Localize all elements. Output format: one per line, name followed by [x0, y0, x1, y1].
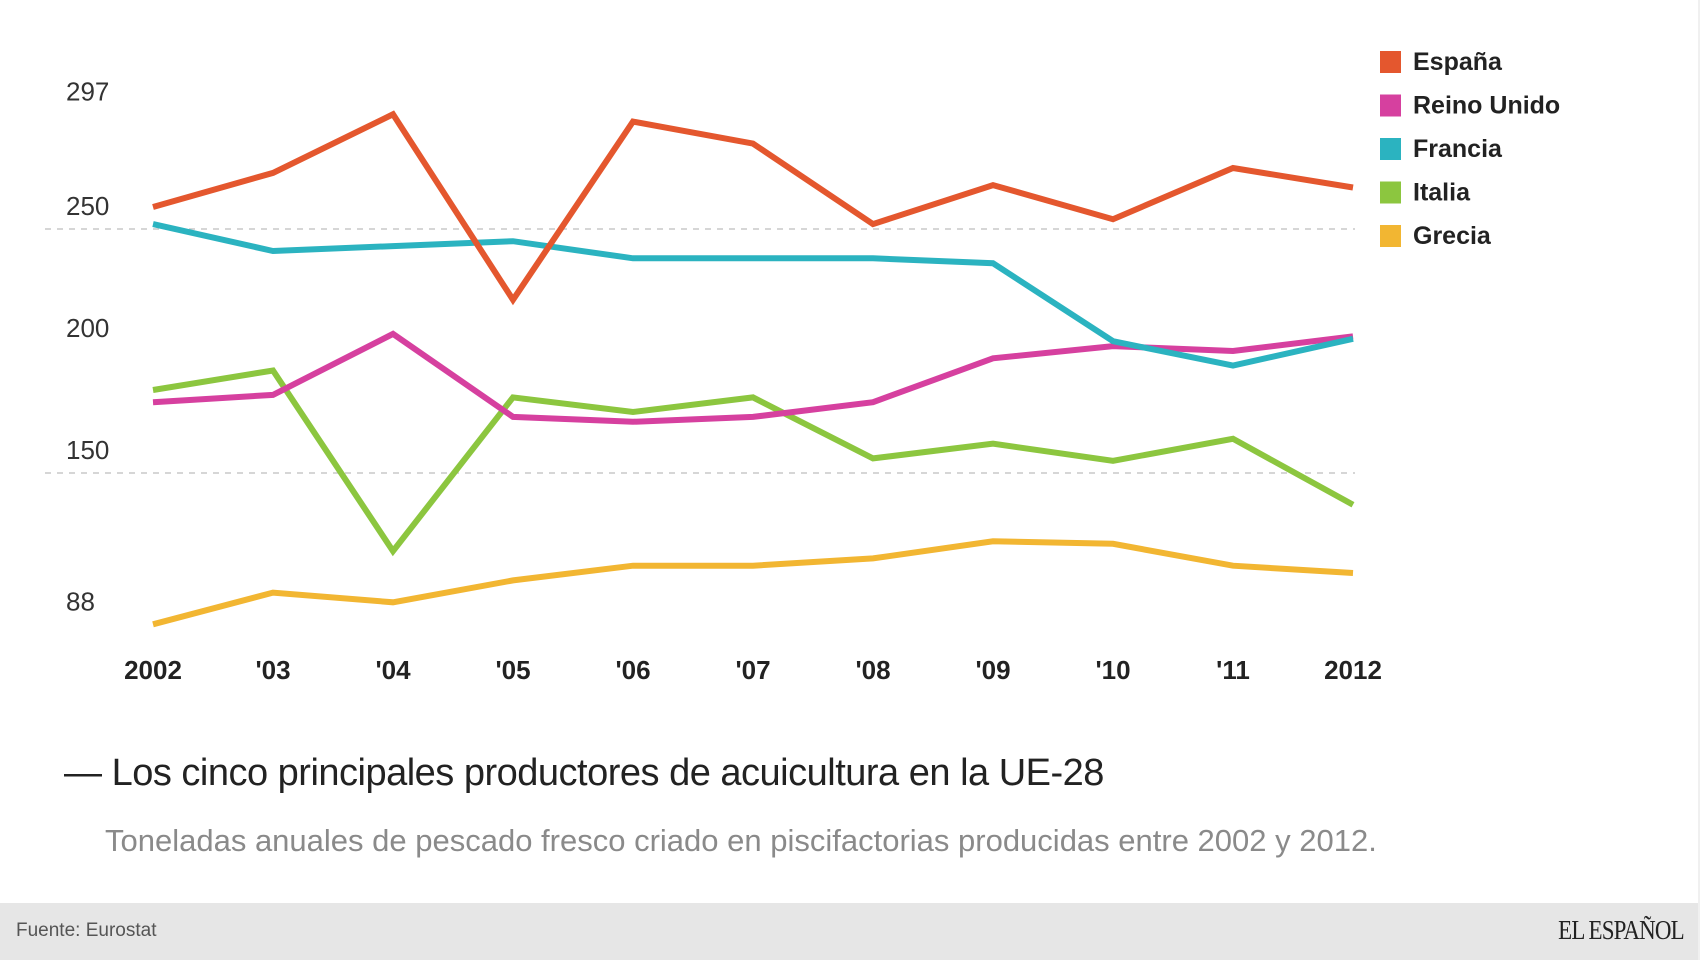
series-line-españa [152, 110, 1354, 306]
x-tick-label: '06 [615, 655, 650, 685]
x-tick-label: '03 [255, 655, 290, 685]
legend-label: Grecia [1413, 222, 1492, 250]
legend-item: Grecia [1380, 222, 1492, 250]
x-tick-label: '08 [855, 655, 890, 685]
legend-label: España [1413, 48, 1503, 76]
y-tick-label: 250 [66, 191, 109, 221]
legend-item: Italia [1380, 179, 1471, 207]
y-tick-label: 88 [66, 586, 95, 616]
line-chart: 297 250 200 150 88 2002 '03 '04 '05 '06 '07 '08 '09… [45, 48, 1560, 685]
legend-item: Francia [1380, 135, 1503, 163]
legend-label: Reino Unido [1413, 92, 1560, 120]
x-axis-ticks: 2002 '03 '04 '05 '06 '07 '08 '09 '10 '11 2012 [124, 655, 1382, 685]
title-text: Los cinco principales productores de acu… [111, 752, 1105, 794]
y-tick-label: 200 [66, 313, 109, 343]
x-tick-label: '10 [1095, 655, 1130, 685]
x-tick-label: '11 [1216, 655, 1250, 685]
gridlines [45, 228, 1355, 474]
x-tick-label: '05 [495, 655, 530, 685]
legend-swatch [1380, 138, 1401, 160]
legend-label: Italia [1413, 179, 1471, 207]
legend-label: Francia [1413, 135, 1503, 163]
series-line-italia [152, 367, 1355, 557]
footer-bar: Fuente: Eurostat EL ESPAÑOL [0, 903, 1698, 960]
series-lines [152, 110, 1355, 628]
series-line-grecia [152, 538, 1354, 628]
x-tick-label: 2002 [124, 655, 182, 685]
brand-logo: EL ESPAÑOL [1558, 915, 1684, 945]
series-line-francia [152, 221, 1354, 369]
legend-item: España [1380, 48, 1503, 76]
legend: España Reino Unido Francia Italia Grecia [1380, 48, 1560, 250]
y-tick-label: 297 [66, 76, 109, 106]
x-tick-label: '07 [735, 655, 770, 685]
legend-swatch [1380, 225, 1401, 247]
legend-swatch [1380, 181, 1401, 204]
right-border [1698, 0, 1700, 960]
title-dash: — [64, 752, 102, 794]
chart-subtitle: Toneladas anuales de pescado fresco cria… [105, 823, 1377, 858]
x-tick-label: '09 [975, 655, 1010, 685]
legend-item: Reino Unido [1380, 92, 1560, 120]
source-note: Fuente: Eurostat [16, 920, 157, 941]
y-tick-label: 150 [66, 435, 109, 465]
chart-title: — Los cinco principales productores de a… [64, 752, 1104, 795]
x-tick-label: 2012 [1324, 655, 1382, 685]
series-line-reino-unido [152, 330, 1354, 425]
y-axis-ticks: 297 250 200 150 88 [66, 76, 109, 616]
legend-swatch [1380, 94, 1401, 117]
legend-swatch [1380, 51, 1401, 73]
x-tick-label: '04 [375, 655, 411, 685]
